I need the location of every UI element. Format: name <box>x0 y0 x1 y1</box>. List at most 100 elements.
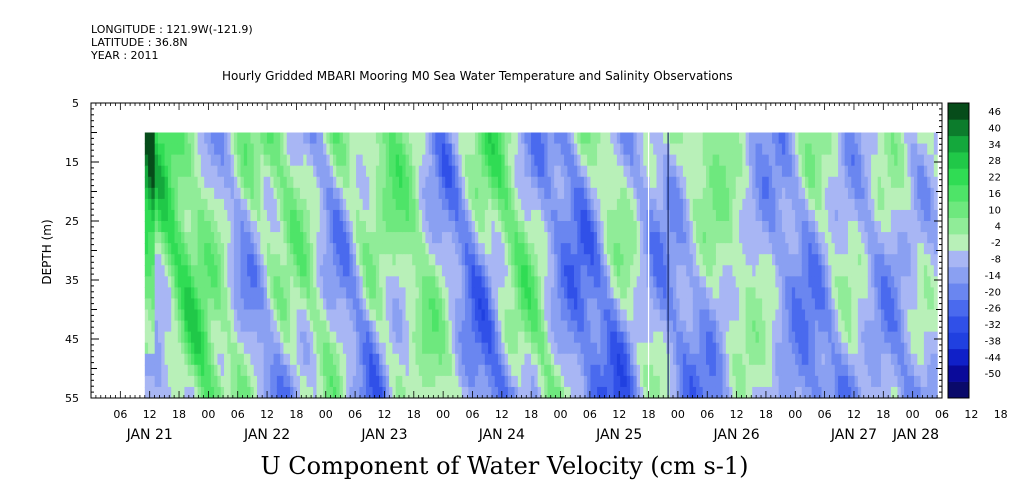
heatmap-cell <box>290 298 294 311</box>
heatmap-cell <box>768 298 773 311</box>
heatmap-cell <box>824 154 829 167</box>
heatmap-cell <box>395 331 400 344</box>
heatmap-cell <box>821 331 826 344</box>
heatmap-cell <box>679 353 684 366</box>
heatmap-cell <box>207 254 212 266</box>
heatmap-cell <box>587 309 592 322</box>
heatmap-cell <box>564 364 568 377</box>
heatmap-cell <box>365 243 370 255</box>
heatmap-cell <box>230 187 235 200</box>
heatmap-cell <box>781 176 786 189</box>
heatmap-cell <box>801 342 806 355</box>
heatmap-cell <box>706 209 710 222</box>
heatmap-cell <box>735 243 740 255</box>
heatmap-cell <box>580 209 585 222</box>
heatmap-cell <box>197 320 202 333</box>
heatmap-cell <box>313 232 318 244</box>
heatmap-cell <box>481 132 486 145</box>
heatmap-cell <box>283 254 288 266</box>
heatmap-cell <box>194 265 199 277</box>
heatmap-cell <box>663 364 667 377</box>
heatmap-cell <box>699 375 704 388</box>
heatmap-cell <box>735 232 740 244</box>
heatmap-cell <box>220 309 225 322</box>
heatmap-cell <box>636 386 641 399</box>
heatmap-cell <box>359 309 364 322</box>
heatmap-cell <box>210 243 215 255</box>
heatmap-cell <box>534 209 539 222</box>
heatmap-cell <box>676 375 681 388</box>
heatmap-cell <box>725 198 730 211</box>
heatmap-cell <box>791 187 796 200</box>
heatmap-cell <box>332 309 337 322</box>
heatmap-cell <box>260 165 265 178</box>
heatmap-cell <box>458 298 463 311</box>
heatmap-cell <box>573 298 578 311</box>
heatmap-cell <box>719 143 724 156</box>
heatmap-cell <box>692 309 697 322</box>
heatmap-cell <box>580 165 585 178</box>
heatmap-cell <box>732 276 737 288</box>
heatmap-cell <box>554 232 559 244</box>
heatmap-cell <box>491 309 496 322</box>
heatmap-cell <box>570 298 575 311</box>
heatmap-cell <box>375 320 380 333</box>
heatmap-cell <box>365 342 370 355</box>
heatmap-cell <box>474 287 479 300</box>
heatmap-cell <box>220 198 225 211</box>
heatmap-cell <box>352 331 357 344</box>
heatmap-cell <box>507 309 512 322</box>
heatmap-cell <box>402 176 407 189</box>
heatmap-cell <box>762 298 767 311</box>
heatmap-cell <box>342 342 347 355</box>
heatmap-cell <box>461 342 466 355</box>
heatmap-cell <box>818 254 823 266</box>
heatmap-cell <box>722 386 727 399</box>
heatmap-cell <box>719 165 724 178</box>
heatmap-cell <box>494 221 499 233</box>
heatmap-cell <box>557 353 562 366</box>
heatmap-cell <box>818 176 823 189</box>
heatmap-cell <box>144 209 149 222</box>
heatmap-cell <box>461 132 466 145</box>
heatmap-cell <box>313 320 318 333</box>
heatmap-cell <box>540 221 545 233</box>
heatmap-cell <box>603 221 608 233</box>
heatmap-cell <box>573 176 578 189</box>
heatmap-cell <box>389 232 393 244</box>
heatmap-cell <box>257 287 261 300</box>
heatmap-cell <box>656 320 661 333</box>
heatmap-cell <box>745 265 750 277</box>
heatmap-cell <box>491 209 496 222</box>
heatmap-cell <box>412 243 417 255</box>
heatmap-cell <box>828 176 833 189</box>
heatmap-cell <box>583 375 588 388</box>
heatmap-cell <box>164 331 169 344</box>
heatmap-cell <box>365 353 370 366</box>
heatmap-cell <box>696 375 701 388</box>
heatmap-cell <box>567 243 572 255</box>
heatmap-cell <box>531 243 535 255</box>
heatmap-cell <box>828 375 833 388</box>
heatmap-cell <box>418 375 423 388</box>
heatmap-cell <box>507 143 512 156</box>
heatmap-cell <box>451 276 456 288</box>
heatmap-cell <box>200 265 205 277</box>
heatmap-cell <box>293 386 298 399</box>
heatmap-cell <box>778 209 783 222</box>
heatmap-cell <box>412 353 417 366</box>
heatmap-cell <box>491 287 496 300</box>
heatmap-cell <box>620 198 625 211</box>
heatmap-cell <box>540 386 545 399</box>
heatmap-cell <box>240 265 245 277</box>
heatmap-cell <box>207 232 212 244</box>
heatmap-cell <box>524 364 529 377</box>
heatmap-cell <box>408 243 413 255</box>
heatmap-cell <box>811 287 816 300</box>
heatmap-cell <box>257 265 261 277</box>
heatmap-cell <box>639 232 644 244</box>
heatmap-cell <box>603 342 608 355</box>
heatmap-cell <box>237 265 242 277</box>
heatmap-cell <box>577 143 582 156</box>
heatmap-cell <box>613 132 618 145</box>
